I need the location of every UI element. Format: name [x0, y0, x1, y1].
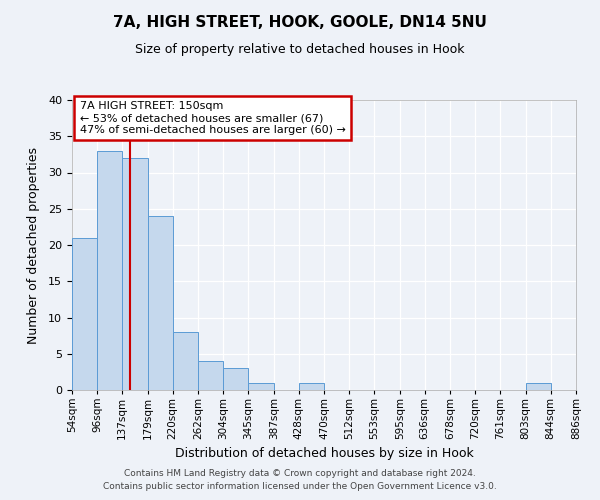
Text: 7A, HIGH STREET, HOOK, GOOLE, DN14 5NU: 7A, HIGH STREET, HOOK, GOOLE, DN14 5NU [113, 15, 487, 30]
Bar [526, 383, 551, 390]
Bar [198, 361, 223, 390]
X-axis label: Distribution of detached houses by size in Hook: Distribution of detached houses by size … [175, 448, 473, 460]
Y-axis label: Number of detached properties: Number of detached properties [27, 146, 40, 344]
Bar [299, 383, 324, 390]
Bar [72, 238, 97, 390]
Bar [173, 332, 198, 390]
Text: Size of property relative to detached houses in Hook: Size of property relative to detached ho… [135, 42, 465, 56]
Text: Contains HM Land Registry data © Crown copyright and database right 2024.: Contains HM Land Registry data © Crown c… [124, 468, 476, 477]
Bar [97, 151, 122, 390]
Text: 7A HIGH STREET: 150sqm
← 53% of detached houses are smaller (67)
47% of semi-det: 7A HIGH STREET: 150sqm ← 53% of detached… [80, 102, 346, 134]
Bar [148, 216, 173, 390]
Text: Contains public sector information licensed under the Open Government Licence v3: Contains public sector information licen… [103, 482, 497, 491]
Bar [122, 158, 148, 390]
Bar [248, 383, 274, 390]
Bar [223, 368, 248, 390]
